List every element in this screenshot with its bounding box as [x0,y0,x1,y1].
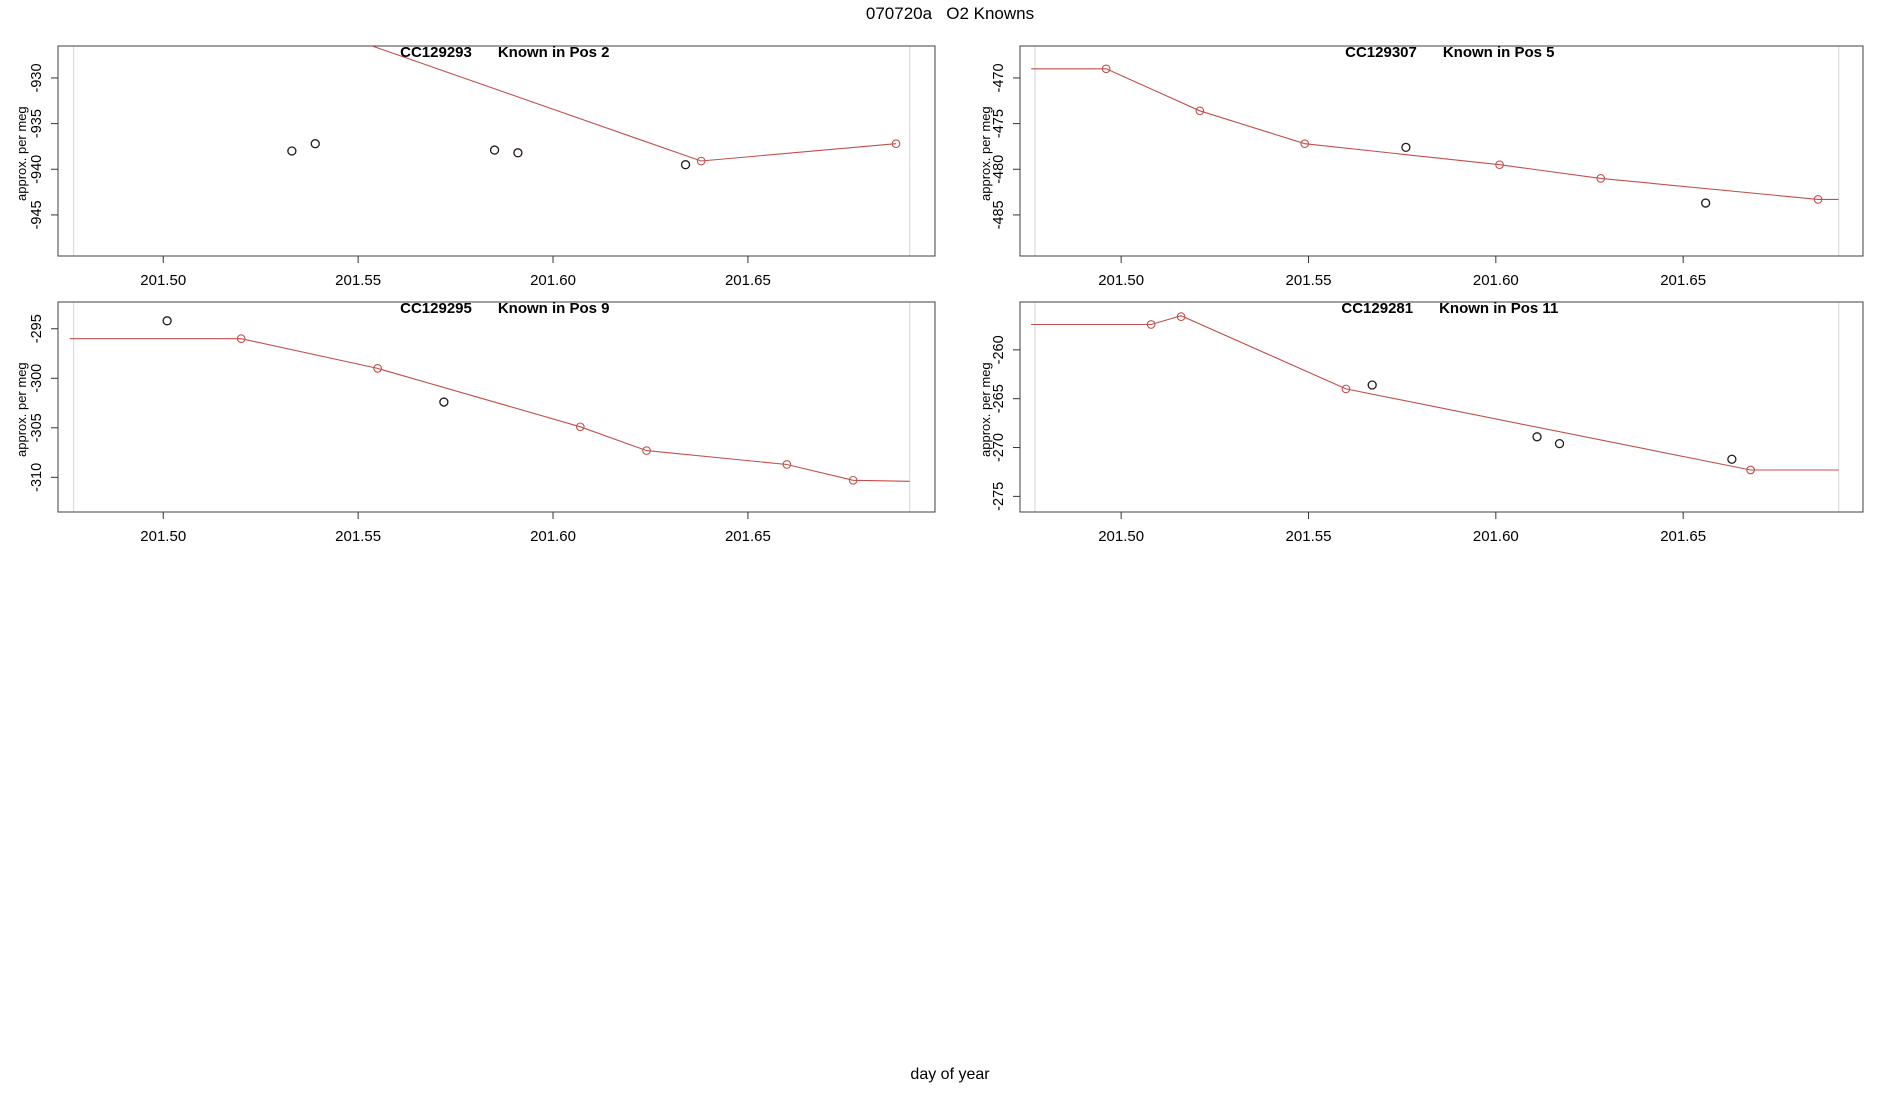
y-tick-label: -945 [29,200,45,229]
y-tick-label: -310 [29,463,45,492]
x-tick-label: 201.50 [1098,272,1144,289]
y-tick-label: -935 [29,109,45,138]
x-tick-label: 201.50 [140,528,186,545]
y-tick-label: -930 [29,63,45,92]
sample-id: CC129307 [1345,44,1417,61]
x-tick-label: 201.50 [140,272,186,289]
known-point [1596,174,1606,183]
known-point [891,139,901,149]
y-tick-label: -275 [991,482,1007,511]
known-interp-line [1031,315,1839,471]
known-interp-line [69,338,910,482]
x-tick-label: 201.60 [530,272,576,289]
position-label: Known in Pos 11 [1439,300,1559,317]
y-tick-label: -470 [991,63,1007,92]
x-axis-title: day of year [910,1066,990,1083]
y-axis-title: approx. per meg [14,362,29,457]
plot-box [57,301,936,513]
x-tick-label: 201.65 [1660,272,1706,289]
sample-id: CC129281 [1341,300,1414,317]
known-interp-line [1031,68,1839,200]
sample-id: CC129295 [400,300,472,317]
measured-point [162,316,172,326]
known-point [1176,312,1186,322]
panel-title-pos-9: CC129295 Known in Pos 9 [58,283,935,334]
position-label: Known in Pos 5 [1442,44,1555,61]
known-point [782,460,792,469]
y-axis-title: approx. per meg [978,362,993,457]
plot-box [57,45,936,257]
y-tick-label: -480 [991,155,1007,184]
x-tick-label: 201.60 [1473,528,1519,545]
known-point [1813,195,1823,204]
measured-point [1532,432,1542,442]
x-tick-label: 201.55 [1286,272,1332,289]
y-tick-label: -305 [29,413,45,442]
y-tick-label: -270 [991,433,1007,462]
x-tick-label: 201.65 [725,272,771,289]
measured-point [310,139,320,149]
known-point [642,446,651,455]
plot-box [1019,301,1864,513]
measured-point [1401,142,1411,152]
x-tick-label: 201.55 [335,528,381,545]
panel-title-pos-2: CC129293 Known in Pos 2 [58,27,935,78]
known-point [848,475,858,485]
x-tick-label: 201.55 [1286,528,1332,545]
measured-point [513,148,523,158]
measured-point [489,145,500,155]
known-point [373,364,382,373]
y-axis-title: approx. per meg [978,106,993,201]
x-tick-label: 201.65 [1660,528,1706,545]
x-tick-label: 201.65 [725,528,771,545]
x-tick-label: 201.55 [335,272,381,289]
known-point [1746,465,1755,475]
known-point [1300,139,1310,149]
known-point [575,422,585,432]
y-tick-label: -295 [29,314,45,343]
known-point [1495,160,1504,170]
y-tick-label: -940 [29,155,45,184]
figure-title: 070720a O2 Knowns [865,4,1035,23]
measured-point [439,397,449,407]
measured-point [287,146,297,156]
y-tick-label: -475 [991,109,1007,138]
y-axis-title: approx. per meg [14,106,29,201]
position-label: Known in Pos 9 [497,300,610,317]
measured-point [1367,380,1377,390]
measured-point [1727,454,1737,464]
y-tick-label: -485 [991,200,1007,229]
panel-title-pos-5: CC129307 Known in Pos 5 [1020,27,1863,78]
known-point [1341,384,1351,394]
x-tick-label: 201.60 [530,528,576,545]
measured-point [1700,198,1711,208]
y-tick-label: -260 [991,335,1007,364]
y-tick-label: -300 [29,364,45,393]
known-point [1195,106,1205,116]
known-point [236,334,246,344]
sample-id: CC129293 [400,44,472,61]
known-interp-line [370,46,897,162]
position-label: Known in Pos 2 [497,44,610,61]
x-tick-label: 201.60 [1473,272,1519,289]
measured-point [1554,438,1565,449]
y-tick-label: -265 [991,384,1007,413]
known-point [696,156,706,166]
measured-point [680,160,691,170]
x-tick-label: 201.50 [1098,528,1144,545]
plot-box [1019,45,1864,257]
known-point [1146,320,1156,329]
known-point [1101,64,1111,74]
panel-title-pos-11: CC129281 Known in Pos 11 [1020,283,1863,334]
